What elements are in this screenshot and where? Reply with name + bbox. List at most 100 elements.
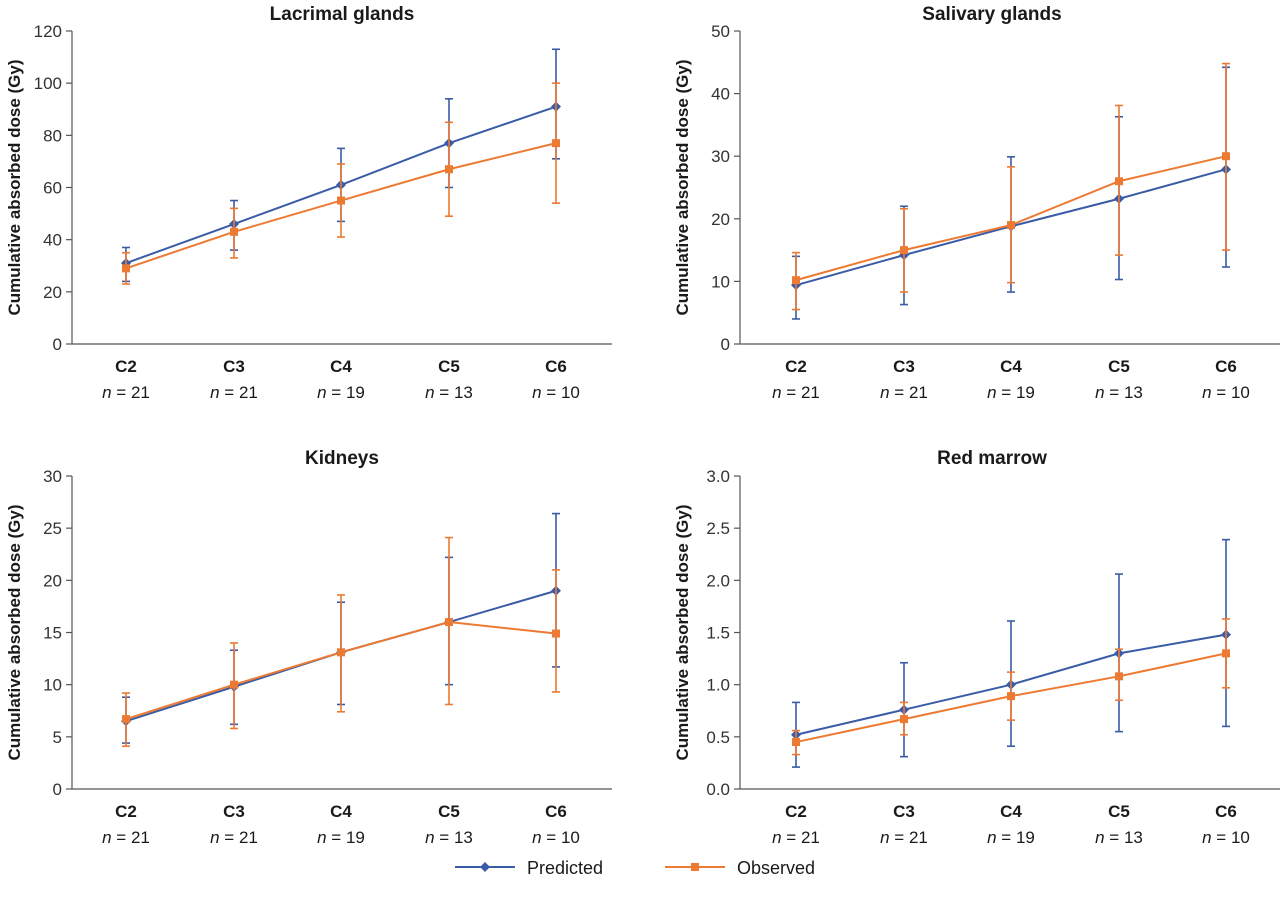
data-point-observed — [900, 715, 908, 724]
x-n-label: n = 10 — [532, 383, 580, 402]
x-n-label: n = 21 — [772, 828, 820, 847]
x-category-label: C6 — [545, 357, 567, 376]
y-tick-label: 20 — [43, 571, 62, 590]
y-tick-label: 40 — [711, 85, 730, 104]
x-n-label: n = 21 — [772, 383, 820, 402]
x-n-label: n = 19 — [987, 383, 1035, 402]
data-point-observed — [552, 629, 560, 638]
data-point-observed — [230, 680, 238, 689]
x-n-label: n = 10 — [532, 828, 580, 847]
x-n-label: n = 13 — [425, 828, 473, 847]
y-tick-label: 10 — [711, 272, 730, 291]
chart-panel-2: 0 10 20 30 40 50 Salivary glands Cumulative abs… — [673, 4, 1280, 402]
data-point-observed — [1007, 221, 1015, 230]
x-category-label: C5 — [438, 357, 460, 376]
x-n-label: n = 13 — [425, 383, 473, 402]
x-category-label: C6 — [1215, 357, 1237, 376]
series-observed — [792, 618, 1230, 756]
y-axis-label: Cumulative absorbed dose (Gy) — [673, 60, 692, 316]
x-category-label: C6 — [545, 802, 567, 821]
x-n-label: n = 21 — [210, 383, 258, 402]
y-tick-label: 2.0 — [706, 571, 730, 590]
y-axis-label: Cumulative absorbed dose (Gy) — [673, 505, 692, 761]
chart-panel-3: 0 5 10 15 20 25 30 Kidneys Cumulative absorbed d… — [5, 448, 612, 847]
legend-item-predicted: Predicted — [455, 858, 603, 878]
chart-title: Red marrow — [937, 448, 1047, 469]
x-n-label: n = 21 — [880, 383, 928, 402]
x-n-label: n = 19 — [317, 828, 365, 847]
y-tick-label: 20 — [711, 210, 730, 229]
legend-marker — [480, 862, 490, 872]
y-tick-label: 30 — [43, 467, 62, 486]
data-point-observed — [230, 227, 238, 236]
x-n-label: n = 10 — [1202, 383, 1250, 402]
x-n-label: n = 13 — [1095, 828, 1143, 847]
x-category-label: C4 — [1000, 357, 1022, 376]
y-tick-label: 80 — [43, 126, 62, 145]
chart-panel-4: 0.0 0.5 1.0 1.5 2.0 2.5 3.0 Red marrow Cumulativ… — [673, 448, 1280, 847]
chart-title: Kidneys — [305, 448, 379, 469]
legend-label: Predicted — [527, 858, 603, 878]
y-tick-label: 30 — [711, 147, 730, 166]
x-n-label: n = 10 — [1202, 828, 1250, 847]
x-n-label: n = 13 — [1095, 383, 1143, 402]
y-tick-label: 0 — [53, 335, 62, 354]
x-category-label: C6 — [1215, 802, 1237, 821]
chart-panel-1: 0 20 40 60 80 100 120 Lacrimal glands Cumulative… — [5, 4, 612, 402]
data-point-observed — [1222, 152, 1230, 161]
y-tick-label: 5 — [53, 728, 62, 747]
y-tick-label: 10 — [43, 676, 62, 695]
data-point-observed — [445, 618, 453, 627]
y-tick-label: 3.0 — [706, 467, 730, 486]
data-point-observed — [900, 246, 908, 255]
x-n-label: n = 19 — [317, 383, 365, 402]
data-point-observed — [1007, 692, 1015, 701]
x-category-label: C3 — [893, 802, 915, 821]
legend-label: Observed — [737, 858, 815, 878]
x-category-label: C3 — [223, 802, 245, 821]
y-tick-label: 40 — [43, 231, 62, 250]
data-point-observed — [1115, 177, 1123, 186]
y-axis-label: Cumulative absorbed dose (Gy) — [5, 60, 24, 316]
y-tick-label: 15 — [43, 624, 62, 643]
x-n-label: n = 21 — [102, 383, 150, 402]
x-n-label: n = 19 — [987, 828, 1035, 847]
y-tick-label: 1.0 — [706, 676, 730, 695]
x-category-label: C5 — [1108, 802, 1130, 821]
x-category-label: C2 — [785, 802, 807, 821]
data-point-observed — [122, 715, 130, 724]
y-tick-label: 20 — [43, 283, 62, 302]
y-tick-label: 0.5 — [706, 728, 730, 747]
x-category-label: C4 — [330, 802, 352, 821]
y-tick-label: 2.5 — [706, 519, 730, 538]
legend-item-observed: Observed — [665, 858, 815, 878]
x-category-label: C4 — [1000, 802, 1022, 821]
x-category-label: C3 — [223, 357, 245, 376]
y-tick-label: 0 — [53, 780, 62, 799]
series-predicted — [791, 538, 1231, 768]
x-category-label: C2 — [115, 357, 137, 376]
x-category-label: C3 — [893, 357, 915, 376]
data-point-observed — [1222, 649, 1230, 658]
chart-title: Salivary glands — [922, 4, 1061, 25]
data-point-observed — [792, 276, 800, 285]
x-category-label: C4 — [330, 357, 352, 376]
x-category-label: C5 — [1108, 357, 1130, 376]
data-point-observed — [122, 264, 130, 273]
y-tick-label: 25 — [43, 519, 62, 538]
y-tick-label: 50 — [711, 22, 730, 41]
x-n-label: n = 21 — [210, 828, 258, 847]
data-point-observed — [337, 648, 345, 657]
x-category-label: C2 — [785, 357, 807, 376]
y-tick-label: 0.0 — [706, 780, 730, 799]
y-tick-label: 120 — [34, 22, 62, 41]
x-category-label: C5 — [438, 802, 460, 821]
series-observed — [792, 62, 1230, 311]
x-n-label: n = 21 — [880, 828, 928, 847]
y-axis-label: Cumulative absorbed dose (Gy) — [5, 505, 24, 761]
y-tick-label: 0 — [721, 335, 730, 354]
y-tick-label: 60 — [43, 179, 62, 198]
y-tick-label: 100 — [34, 74, 62, 93]
chart-title: Lacrimal glands — [270, 4, 415, 25]
